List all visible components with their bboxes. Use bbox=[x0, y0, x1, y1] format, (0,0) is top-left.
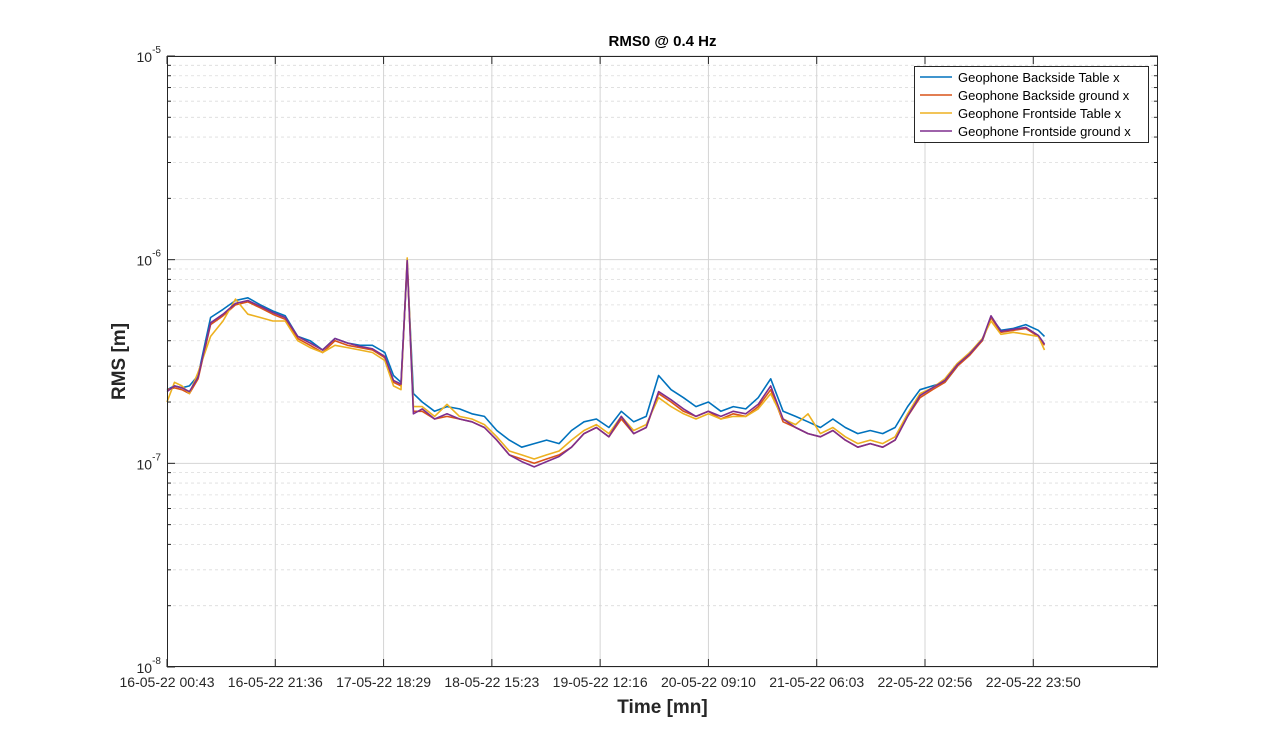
plot-frame bbox=[167, 56, 1158, 667]
x-tick-label: 21-05-22 06:03 bbox=[769, 674, 864, 690]
y-tick-exponent: -6 bbox=[152, 249, 161, 260]
x-tick-label: 16-05-22 00:43 bbox=[120, 674, 215, 690]
x-tick-labels: 16-05-22 00:43 16-05-22 21:36 17-05-22 18:… bbox=[120, 674, 1081, 690]
x-tick-label: 19-05-22 12:16 bbox=[553, 674, 648, 690]
legend-label-3: Geophone Frontside Table x bbox=[958, 106, 1122, 121]
y-tick-exponent: -5 bbox=[152, 45, 161, 56]
y-axis-title: RMS [m] bbox=[109, 323, 130, 400]
series-line-4 bbox=[166, 259, 1046, 468]
series-line-1 bbox=[166, 263, 1046, 448]
y-tick-exponent: -8 bbox=[152, 656, 161, 667]
legend-label-1: Geophone Backside Table x bbox=[958, 70, 1120, 85]
y-tick-base: 10 bbox=[137, 253, 153, 269]
x-tick-label: 22-05-22 02:56 bbox=[878, 674, 973, 690]
y-tick-base: 10 bbox=[137, 456, 153, 472]
legend-label-2: Geophone Backside ground x bbox=[958, 88, 1130, 103]
y-tick-label: 10-7 bbox=[137, 452, 162, 472]
plot-area bbox=[167, 56, 1158, 667]
legend-label-4: Geophone Frontside ground x bbox=[958, 124, 1131, 139]
y-tick-label: 10-8 bbox=[137, 656, 162, 676]
y-tick-base: 10 bbox=[137, 660, 153, 676]
series-layer bbox=[166, 257, 1046, 468]
series-line-3 bbox=[166, 257, 1046, 460]
x-tick-label: 17-05-22 18:29 bbox=[336, 674, 431, 690]
x-tick-label: 16-05-22 21:36 bbox=[228, 674, 323, 690]
x-tick-label: 22-05-22 23:50 bbox=[986, 674, 1081, 690]
legend: Geophone Backside Table x Geophone Backsi… bbox=[914, 66, 1149, 143]
y-tick-exponent: -7 bbox=[152, 452, 161, 463]
major-grid bbox=[167, 55, 1158, 668]
axis-ticks bbox=[166, 55, 1158, 668]
x-tick-label: 20-05-22 09:10 bbox=[661, 674, 756, 690]
x-tick-label: 18-05-22 15:23 bbox=[444, 674, 539, 690]
y-tick-label: 10-5 bbox=[137, 45, 162, 65]
legend-box bbox=[914, 66, 1149, 143]
chart-title: RMS0 @ 0.4 Hz bbox=[609, 33, 717, 50]
y-tick-label: 10-6 bbox=[137, 249, 162, 269]
y-tick-base: 10 bbox=[137, 49, 153, 65]
y-tick-labels: 10-810-710-610-5 bbox=[137, 45, 162, 676]
x-axis-title: Time [mn] bbox=[617, 697, 707, 718]
